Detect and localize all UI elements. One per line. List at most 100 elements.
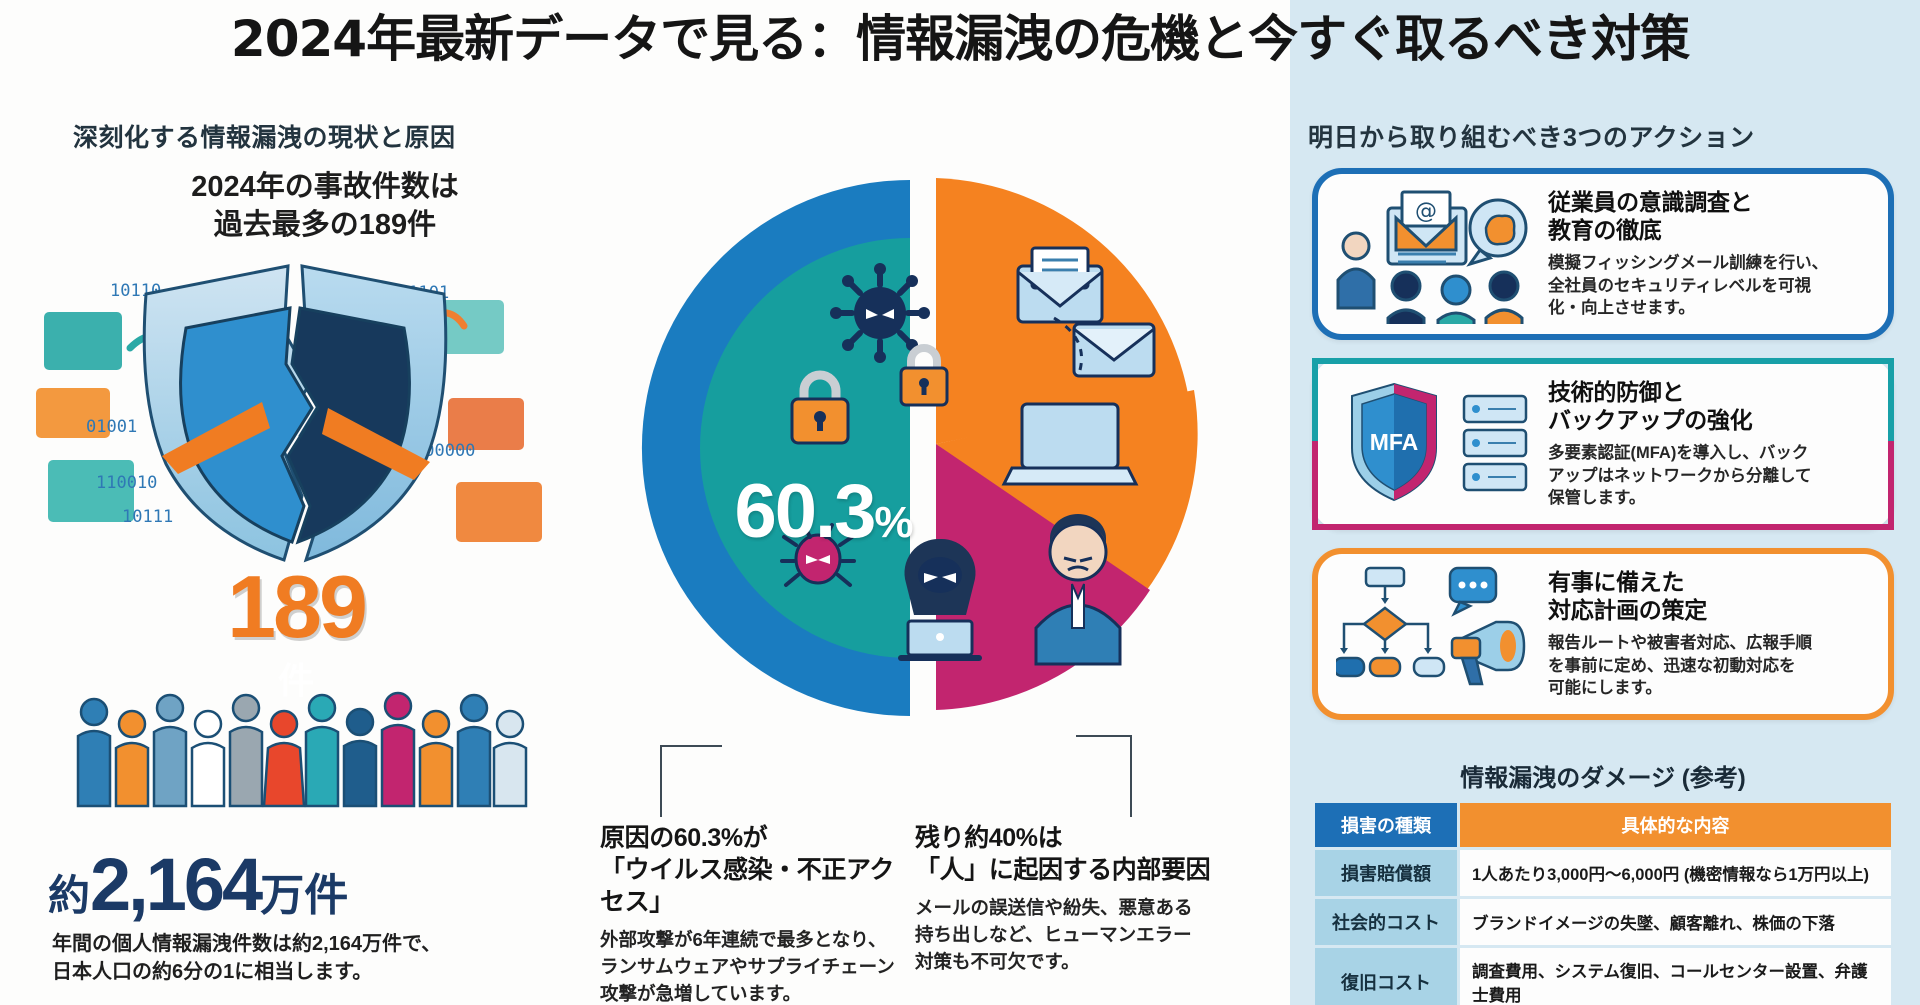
pie-center-value: 60.3 <box>734 469 876 554</box>
virus-icon <box>830 263 930 363</box>
table-row: 社会的コスト ブランドイメージの失墜、顧客離れ、株価の下落 <box>1315 899 1891 945</box>
callout-1-head-line-1: 原因の60.3%が <box>600 824 768 852</box>
card-1-desc: 模擬フィッシングメール訓練を行い、 全社員のセキュリティレベルを可視 化・向上さ… <box>1548 252 1870 320</box>
flowchart-icon <box>1332 566 1446 678</box>
card-3-artwork <box>1332 564 1536 704</box>
card-1-text: 従業員の意識調査と 教育の徹底 模擬フィッシングメール訓練を行い、 全社員のセキ… <box>1548 188 1870 320</box>
table-header-row: 損害の種類 具体的な内容 <box>1315 803 1891 847</box>
action-card-technical-defense[interactable]: MFA 技術的防御と バックアップの強化 多要素認証(MFA)を導入し、バック … <box>1312 358 1894 530</box>
mfa-badge-label: MFA <box>1370 429 1419 455</box>
leader-line-2-vertical <box>1130 735 1132 817</box>
left-lead-text: 2024年の事故件数は 過去最多の189件 <box>100 168 550 245</box>
svg-text:110010: 110010 <box>96 473 157 493</box>
mfa-shield-icon: MFA <box>1351 382 1437 502</box>
megaphone-icon <box>1450 620 1526 686</box>
crowd-illustration <box>70 690 530 820</box>
card-3-title-line-2: 対応計画の策定 <box>1548 597 1707 624</box>
note-line-1: 年間の個人情報漏洩件数は約2,164万件で、 <box>52 933 442 955</box>
page-title: 2024年最新データで見る：情報漏洩の危機と今すぐ取るべき対策 <box>230 10 1690 68</box>
callout-2-heading: 残り約40%は 「人」に起因する内部要因 <box>915 822 1225 886</box>
right-section-heading: 明日から取り組むべき3つのアクション <box>1308 124 1755 152</box>
envelope-icon <box>1016 246 1104 324</box>
card-2-title-line-2: バックアップの強化 <box>1548 407 1753 434</box>
card-1-desc-line-1: 模擬フィッシングメール訓練を行い、 <box>1548 253 1829 272</box>
table-row: 復旧コスト 調査費用、システム復旧、コールセンター設置、弁護士費用 <box>1315 948 1891 1005</box>
callout-1-body-line-2: ランサムウェアやサプライチェーン <box>600 955 895 977</box>
callout-1-heading: 原因の60.3%が 「ウイルス感染・不正アクセス」 <box>600 822 910 918</box>
card-3-title-line-1: 有事に備えた <box>1548 568 1685 595</box>
pie-center-label: 60.3% <box>658 468 988 555</box>
damage-table-title: 情報漏洩のダメージ (参考) <box>1460 765 1746 792</box>
card-2-desc: 多要素認証(MFA)を導入し、バック アップはネットワークから分離して 保管しま… <box>1548 442 1870 510</box>
crowd-figures <box>76 691 528 808</box>
binary-background: 10110 01001 110010 01101 100000 10111 <box>26 260 566 590</box>
padlock-icon <box>790 370 850 445</box>
padlock-icon <box>899 344 949 407</box>
shield-unit: 件 <box>277 660 314 701</box>
svg-text:@: @ <box>1415 199 1437 224</box>
card-2-title: 技術的防御と バックアップの強化 <box>1548 378 1870 435</box>
card-2-artwork: MFA <box>1336 374 1536 514</box>
card-1-desc-line-2: 全社員のセキュリティレベルを可視 <box>1548 276 1812 295</box>
card-1-title-line-1: 従業員の意識調査と <box>1548 188 1753 215</box>
table-cell-key: 復旧コスト <box>1315 948 1457 1005</box>
stat-prefix: 約 <box>48 872 91 919</box>
card-1-title-line-2: 教育の徹底 <box>1548 217 1662 244</box>
card-2-text: 技術的防御と バックアップの強化 多要素認証(MFA)を導入し、バック アップは… <box>1548 378 1870 510</box>
leader-line-2-horizontal <box>1076 735 1132 737</box>
bug-icon <box>780 523 856 587</box>
card-3-text: 有事に備えた 対応計画の策定 報告ルートや被害者対応、広報手順 を事前に定め、迅… <box>1548 568 1870 700</box>
callout-2-head-line-1: 残り約40%は <box>915 824 1063 852</box>
left-lead-line-2: 過去最多の189件 <box>213 209 437 242</box>
left-lead-line-1: 2024年の事故件数は <box>191 171 459 203</box>
callout-2-head-line-2: 「人」に起因する内部要因 <box>915 856 1211 884</box>
card-3-title: 有事に備えた 対応計画の策定 <box>1548 568 1870 625</box>
doc-card-icon <box>48 460 134 522</box>
server-rack-icon <box>1462 394 1528 492</box>
annual-leak-note: 年間の個人情報漏洩件数は約2,164万件で、 日本人口の約6分の1に相当します。 <box>52 930 572 987</box>
people-group-icon <box>1336 231 1524 328</box>
hacker-icon <box>898 538 982 661</box>
callout-human-cause: 残り約40%は 「人」に起因する内部要因 メールの誤送信や紛失、悪意ある 持ち出… <box>915 822 1225 975</box>
leader-line-1-horizontal <box>660 745 722 747</box>
mfa-illustration: MFA <box>1351 382 1528 502</box>
response-plan-illustration <box>1332 566 1526 686</box>
worried-person-icon <box>1034 514 1122 666</box>
doc-card-icon <box>456 482 542 542</box>
slice-icons-left <box>780 263 982 661</box>
callout-1-body-line-3: 攻撃が急増しています。 <box>600 982 802 1004</box>
slice-icons-right <box>1001 246 1156 666</box>
email-at-icon: @ <box>1394 190 1458 252</box>
doc-card-icon <box>44 312 122 370</box>
card-3-desc-line-1: 報告ルートや被害者対応、広報手順 <box>1548 633 1812 652</box>
callout-1-head-line-2: 「ウイルス感染・不正アクセス」 <box>600 856 894 916</box>
callout-2-body-line-1: メールの誤送信や紛失、悪意ある <box>915 897 1193 918</box>
callout-1-body-line-1: 外部攻撃が6年連続で最多となり、 <box>600 929 887 950</box>
table-header-type: 損害の種類 <box>1315 803 1457 847</box>
left-section-heading: 深刻化する情報漏洩の現状と原因 <box>73 124 456 152</box>
envelope-icon <box>1072 322 1156 378</box>
card-2-title-line-1: 技術的防御と <box>1548 378 1685 405</box>
action-card-response-plan[interactable]: 有事に備えた 対応計画の策定 報告ルートや被害者対応、広報手順 を事前に定め、迅… <box>1312 548 1894 720</box>
table-cell-value: 1人あたり3,000円〜6,000円 (機密情報なら1万円以上) <box>1460 850 1891 896</box>
training-illustration: @ <box>1336 190 1528 328</box>
card-2-desc-line-1: 多要素認証(MFA)を導入し、バック <box>1548 443 1809 462</box>
card-2-desc-line-2: アップはネットワークから分離して <box>1548 466 1812 485</box>
speech-dots-icon <box>1448 566 1498 617</box>
damage-table: 損害の種類 具体的な内容 損害賠償額 1人あたり3,000円〜6,000円 (機… <box>1312 800 1894 1005</box>
cause-pie-chart: 60.3% <box>638 168 1198 728</box>
svg-text:10111: 10111 <box>122 507 173 527</box>
stat-suffix: 万件 <box>260 871 349 920</box>
callout-2-body-line-2: 持ち出しなど、ヒューマンエラー <box>915 923 1192 945</box>
envelope-icon <box>36 388 110 438</box>
table-cell-value: 調査費用、システム復旧、コールセンター設置、弁護士費用 <box>1460 948 1891 1005</box>
table-cell-key: 損害賠償額 <box>1315 850 1457 896</box>
callout-virus-cause: 原因の60.3%が 「ウイルス感染・不正アクセス」 外部攻撃が6年連続で最多とな… <box>600 822 910 1005</box>
action-card-training[interactable]: @ 従業員の意識調査と 教育の徹底 <box>1312 168 1894 340</box>
leader-line-1-vertical <box>660 745 662 817</box>
card-3-desc: 報告ルートや被害者対応、広報手順 を事前に定め、迅速な初動対応を 可能にします。 <box>1548 632 1870 700</box>
pie-center-unit: % <box>874 498 913 547</box>
annual-leak-stat: 約2,164万件 <box>48 842 568 927</box>
envelope-icon <box>448 398 524 450</box>
